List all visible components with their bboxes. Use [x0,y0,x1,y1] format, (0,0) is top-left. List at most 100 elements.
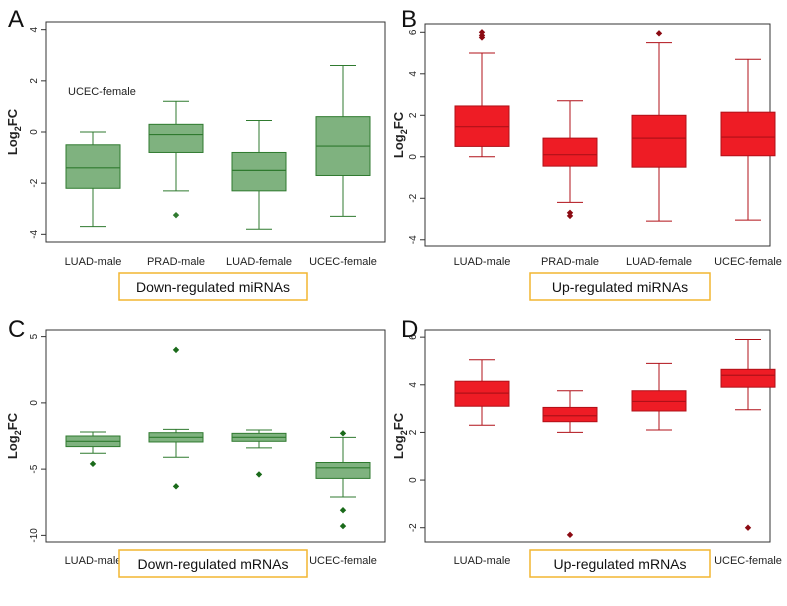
box-luad-male [65,131,121,228]
y-axis-label: Log2FC [5,108,23,155]
y-tick-label: 4 [408,382,419,388]
category-label: PRAD-male [541,256,599,268]
y-tick-label: 0 [408,154,419,160]
y-tick-label: 2 [408,112,419,118]
y-tick-label: 6 [408,334,419,340]
box-ucec-female [720,58,776,221]
box-prad-male [148,100,204,219]
annotation-text: UCEC-female [68,86,136,98]
box-prad-male [148,346,204,490]
category-label: UCEC-female [309,555,377,567]
y-axis-label: Log2FC [391,111,409,158]
y-axis-label-sub: 2 [13,430,23,435]
category-label: LUAD-female [626,256,692,268]
caption-text: Down-regulated miRNAs [136,279,290,295]
y-tick-label: 5 [29,333,40,339]
caption-box [529,549,711,578]
outlier-point [255,471,263,478]
box-ucec-female [720,339,776,531]
y-axis-label-main: Log [5,131,20,155]
box-body [65,144,121,189]
outlier-point [172,211,180,219]
caption-box [118,549,308,578]
outlier-point [566,531,574,539]
y-tick-label: -4 [408,235,419,244]
outlier-point [566,212,574,220]
y-axis-label-main: Log [391,134,406,158]
y-tick-label: 2 [29,78,40,84]
outlier-point [655,30,663,37]
panel-letter: C [8,316,25,343]
y-tick-label: 4 [408,71,419,77]
outlier-point [744,524,752,531]
panel-d: D6420-2Log2FCLUAD-malePRAD-maleLUAD-fema… [391,316,782,578]
y-axis-label-sub: 2 [399,129,409,134]
y-tick-label: -4 [29,229,40,238]
panel-letter: A [8,6,24,33]
box-body [315,462,371,479]
y-tick-label: 0 [29,400,40,406]
box-luad-female [631,362,687,431]
box-prad-male [542,390,598,539]
category-label: UCEC-female [309,256,377,268]
panel-c: C50-5-10Log2FCLUAD-malePRAD-maleLUAD-fem… [5,316,386,578]
outlier-point [339,522,347,530]
box-prad-male [542,100,598,220]
category-label: LUAD-female [226,256,292,268]
plot-frame [424,329,771,543]
box-body [231,151,287,192]
y-tick-label: -2 [408,523,419,532]
y-axis-label-tail: FC [5,412,20,430]
category-label: LUAD-male [454,256,511,268]
y-tick-label: 0 [408,477,419,483]
outlier-point [478,29,486,36]
y-tick-label: 6 [408,29,419,35]
y-axis-label-tail: FC [391,412,406,430]
y-tick-label: 2 [408,429,419,435]
y-axis-label: Log2FC [5,412,23,459]
box-ucec-female [315,64,371,217]
box-luad-female [231,429,287,478]
box-body [631,114,687,168]
category-label: UCEC-female [714,256,782,268]
y-tick-label: -10 [29,528,40,543]
category-label: PRAD-male [147,256,205,268]
category-label: UCEC-female [714,555,782,567]
outlier-point [339,430,347,437]
category-label: LUAD-male [65,256,122,268]
y-axis-label-sub: 2 [13,126,23,131]
box-luad-male [65,431,121,468]
y-tick-label: 4 [29,26,40,32]
y-tick-label: 0 [29,129,40,135]
box-ucec-female [315,430,371,530]
caption-text: Up-regulated mRNAs [553,556,686,572]
caption-box [118,272,308,301]
y-tick-label: -2 [408,193,419,202]
y-axis-label-main: Log [5,435,20,459]
box-body [720,111,776,157]
outlier-point [89,460,97,468]
outlier-point [172,346,180,354]
box-luad-female [231,119,287,230]
box-body [720,368,776,388]
caption-box [529,272,711,301]
y-tick-label: -5 [29,464,40,473]
box-body [542,137,598,167]
y-axis-label-sub: 2 [399,430,409,435]
y-tick-label: -2 [29,178,40,187]
panel-letter: B [401,6,417,33]
category-label: LUAD-male [65,555,122,567]
box-luad-male [454,29,510,158]
panel-letter: D [401,316,418,343]
caption-text: Up-regulated miRNAs [552,279,688,295]
y-axis-label: Log2FC [391,412,409,459]
outlier-point [172,483,180,490]
box-body [148,123,204,153]
y-axis-label-tail: FC [391,111,406,129]
y-axis-label-tail: FC [5,108,20,126]
category-label: LUAD-male [454,555,511,567]
box-body [542,406,598,423]
